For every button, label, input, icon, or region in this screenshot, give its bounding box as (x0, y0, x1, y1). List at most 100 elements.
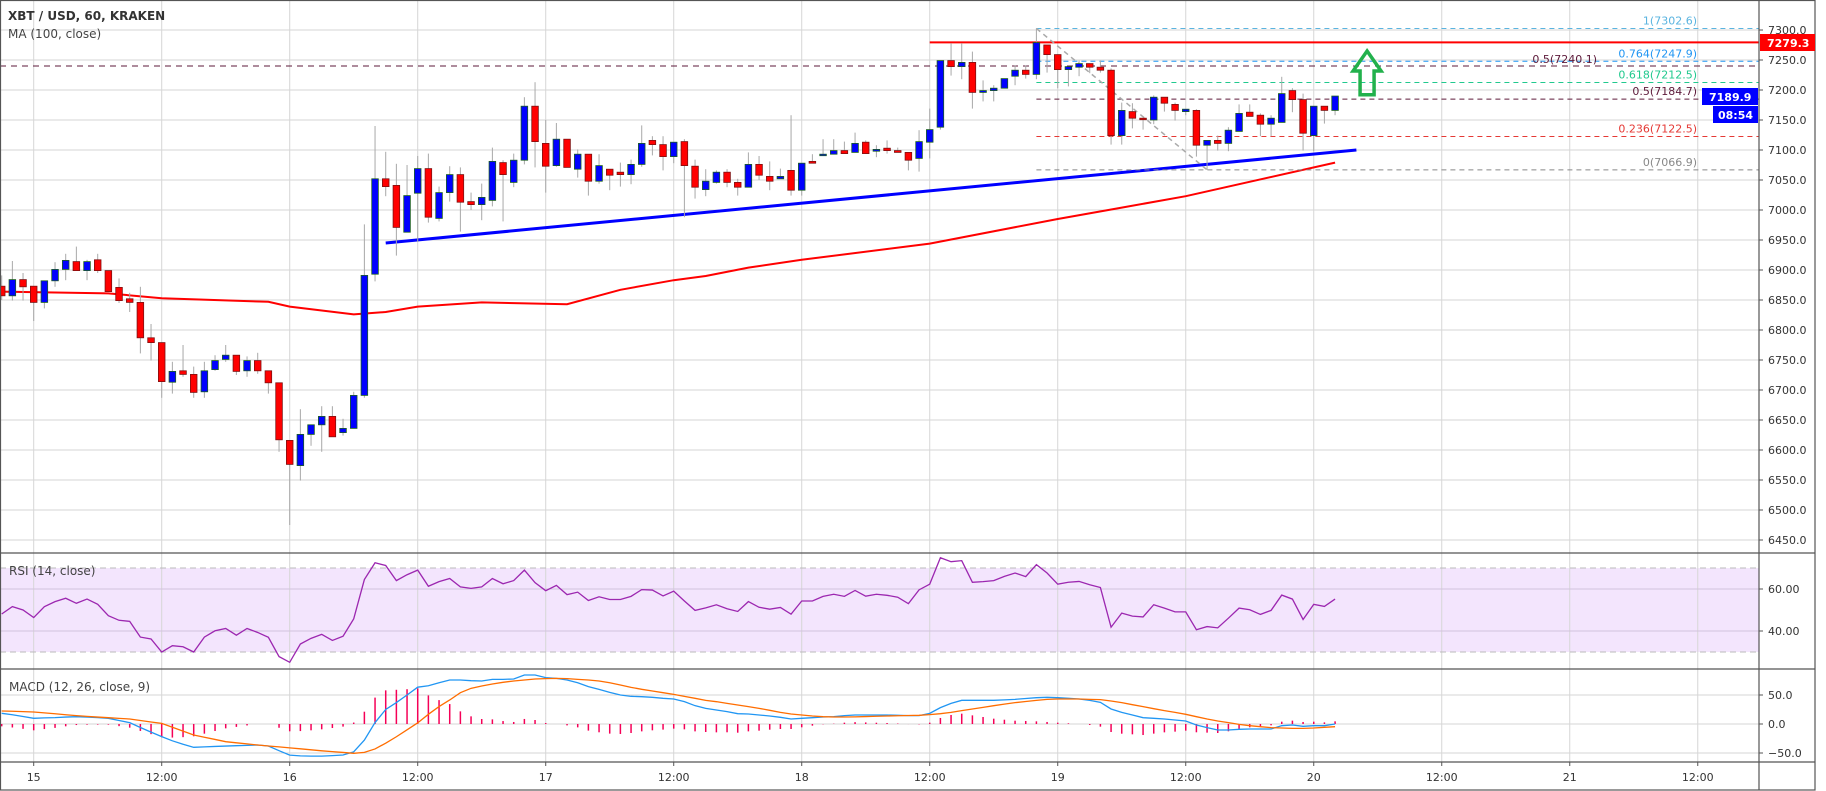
candle-body (179, 370, 187, 375)
rsi-band (0, 568, 1759, 652)
rsi-legend[interactable]: RSI (14, close) (9, 564, 95, 578)
candle-down (840, 141, 849, 155)
price-label: 6500.0 (1768, 504, 1807, 517)
candle-body (350, 394, 358, 429)
ma-legend[interactable]: MA (100, close) (8, 27, 101, 41)
candle-down (1214, 135, 1222, 151)
candle-body (1086, 63, 1094, 68)
candle-up (40, 280, 49, 309)
candle-up (915, 130, 923, 172)
price-pane[interactable]: 1(7302.6) 0.764(7247.9) 0.618(7212.5) 0.5(7… (0, 14, 1759, 525)
chart-title: XBT / USD, 60, KRAKEN (8, 9, 165, 23)
candle-body (414, 168, 422, 194)
time-label: 12:00 (146, 771, 178, 784)
candle-body (915, 141, 923, 159)
candle-up (776, 168, 785, 180)
candle-down (1139, 117, 1147, 130)
candle-down (328, 406, 337, 438)
candle-body (94, 259, 102, 271)
candle-down (467, 192, 475, 210)
candle-up (318, 406, 326, 452)
candle-down (1160, 96, 1169, 112)
candle-up (414, 156, 422, 242)
candle-up (83, 259, 91, 281)
candle-up (1000, 78, 1009, 89)
candle-body (979, 90, 987, 93)
price-label: 7000.0 (1768, 204, 1807, 217)
candle-body (766, 175, 774, 182)
candle-down (424, 153, 433, 223)
macd-legend[interactable]: MACD (12, 26, close, 9) (9, 680, 150, 694)
candle-body (595, 165, 603, 182)
candle-up (926, 108, 934, 159)
candle-down (115, 278, 123, 303)
candle-body (584, 153, 593, 182)
rsi-line (1, 556, 1336, 664)
candle-down (904, 151, 913, 171)
candle-down (1246, 104, 1254, 117)
candle-body (8, 279, 17, 297)
candle-down (680, 139, 689, 218)
price-label: 6950.0 (1768, 234, 1807, 247)
candle-body (1182, 108, 1190, 112)
candle-down (499, 160, 507, 222)
candle-body (499, 162, 507, 176)
candle-down (691, 159, 699, 199)
candle-body (392, 184, 401, 228)
countdown-badge-bg (1713, 106, 1758, 123)
candle-up (51, 262, 59, 287)
signal-line (1, 677, 1336, 754)
candle-up (744, 152, 753, 188)
candle-body (670, 141, 678, 157)
candle-body (947, 60, 955, 67)
candle-down (232, 354, 241, 375)
candle-body (755, 163, 763, 176)
price-label: 7100.0 (1768, 144, 1807, 157)
candle-down (755, 156, 763, 180)
candle-up (1011, 65, 1019, 86)
candle-body (30, 285, 38, 303)
candle-up (1267, 115, 1275, 137)
candle-body (1043, 44, 1051, 55)
candle-body (798, 162, 806, 191)
candle-body (894, 150, 902, 153)
candle-down (531, 82, 539, 168)
rsi-axis-label: 60.00 (1768, 583, 1800, 596)
time-label: 12:00 (1682, 771, 1714, 784)
candle-body (968, 62, 977, 93)
candle-up (1075, 60, 1083, 77)
macd-pane[interactable] (1, 674, 1336, 757)
candle-body (72, 261, 81, 272)
price-label: 6550.0 (1768, 474, 1807, 487)
candle-body (1288, 90, 1297, 100)
candle-down (616, 162, 625, 187)
candle-body (1235, 113, 1243, 132)
support-trendline[interactable] (385, 148, 1357, 245)
ma-100-line (1, 161, 1336, 316)
time-label: 20 (1307, 771, 1321, 784)
candle-body (1171, 104, 1179, 111)
candle-body (659, 144, 667, 158)
candle-body (691, 165, 699, 188)
candle-down (808, 154, 817, 164)
candle-body (126, 298, 134, 303)
candle-body (638, 142, 646, 165)
resistance-badge-text: 7279.3 (1767, 37, 1809, 50)
candle-up (307, 424, 315, 446)
rsi-pane[interactable] (1, 556, 1336, 664)
candle-up (798, 162, 806, 196)
macd-line (1, 674, 1336, 757)
candle-body (819, 153, 827, 157)
candle-up (1182, 108, 1190, 116)
candle-body (371, 178, 379, 275)
candle-down (456, 167, 465, 232)
candle-up (1310, 105, 1318, 152)
candle-up (403, 165, 411, 233)
candle-down (104, 270, 113, 293)
candle-body (40, 280, 49, 303)
candle-down (542, 120, 550, 193)
candle-down (947, 43, 955, 76)
candle-body (147, 337, 155, 343)
candle-down (734, 178, 742, 196)
